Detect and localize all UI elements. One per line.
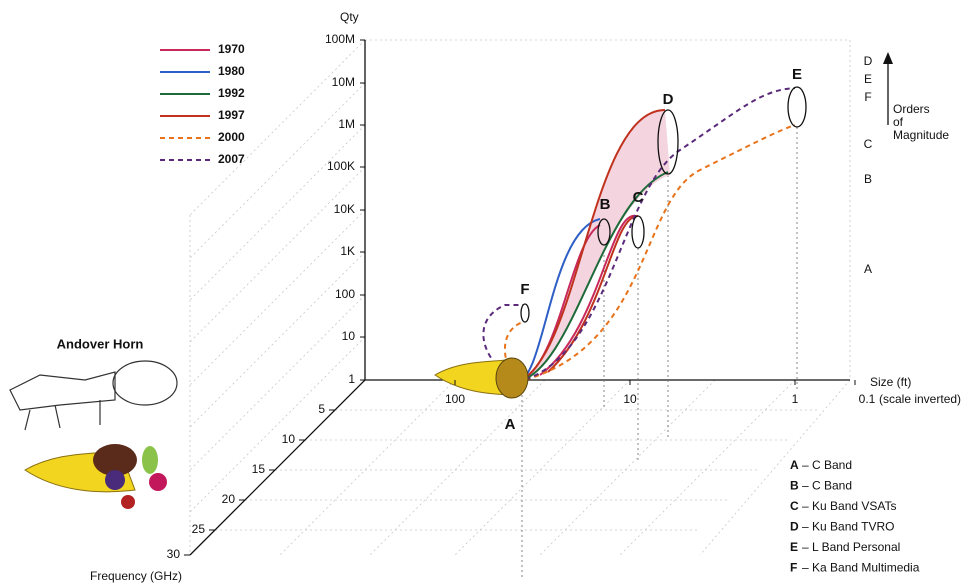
- z-tick-label: 15: [252, 462, 266, 476]
- x-axis-note: (scale inverted): [879, 392, 961, 406]
- key-text: – C Band: [802, 479, 852, 493]
- magnitude-caption: of: [893, 115, 904, 129]
- x-tick-label: 100: [445, 392, 465, 406]
- y-tick-label: 100: [335, 287, 355, 301]
- y-tick-label: 1K: [340, 244, 355, 258]
- z-tick-label: 25: [192, 522, 206, 536]
- z-tick-label: 30: [167, 547, 181, 561]
- y-tick-label: 1M: [338, 117, 355, 131]
- axes: [190, 40, 893, 555]
- trend-curve: [517, 172, 668, 382]
- point-label: B: [600, 196, 611, 213]
- x-tick-label: 0.1: [859, 392, 876, 406]
- z-tick-label: 5: [318, 402, 325, 416]
- legend-label: 1970: [218, 42, 245, 56]
- legend-label: 2000: [218, 130, 245, 144]
- x-tick-label: 1: [792, 392, 799, 406]
- y-tick-label: 10: [342, 329, 356, 343]
- key-text: – Ka Band Multimedia: [802, 561, 920, 575]
- point-label: E: [792, 66, 802, 83]
- magnitude-caption: Magnitude: [893, 128, 949, 142]
- key-letter: E: [790, 540, 798, 554]
- legend-label: 1997: [218, 108, 245, 122]
- magnitude-letter: F: [864, 90, 871, 104]
- key-letter: A: [790, 458, 799, 472]
- key-text: – L Band Personal: [802, 540, 900, 554]
- key-text: – Ku Band VSATs: [802, 499, 897, 513]
- x-axis-label: Size (ft): [870, 375, 911, 389]
- key-letter: D: [790, 520, 799, 534]
- point-label: C: [633, 189, 644, 206]
- magnitude-letter: D: [864, 54, 873, 68]
- key-letter: B: [790, 479, 799, 493]
- magnitude-letter: E: [864, 72, 872, 86]
- y-tick-label: 10K: [334, 202, 355, 216]
- figure-label: Andover Horn: [57, 336, 144, 351]
- key-letter: F: [790, 561, 797, 575]
- point-label: D: [663, 91, 674, 108]
- y-tick-label: 10M: [332, 75, 355, 89]
- fruit-cornucopia-icon: [25, 444, 167, 509]
- x-tick-label: 10: [623, 392, 637, 406]
- legend-label: 1992: [218, 86, 245, 100]
- y-tick-label: 100K: [327, 159, 355, 173]
- z-tick-label: 20: [222, 492, 236, 506]
- magnitude-letter: B: [864, 172, 872, 186]
- magnitude-letter: A: [864, 262, 872, 276]
- andover-horn-icon: [10, 361, 177, 430]
- point-label: F: [520, 281, 529, 298]
- magnitude-letter: C: [864, 137, 873, 151]
- z-tick-label: 10: [282, 432, 296, 446]
- legend-label: 2007: [218, 152, 245, 166]
- chart: Qty Size (ft) (scale inverted) Frequency…: [0, 0, 971, 586]
- key-text: – Ku Band TVRO: [802, 520, 895, 534]
- legend-label: 1980: [218, 64, 245, 78]
- key-text: – C Band: [802, 458, 852, 472]
- y-tick-label: 1: [348, 372, 355, 386]
- magnitude-caption: Orders: [893, 102, 930, 116]
- z-axis-label: Frequency (GHz): [90, 569, 182, 583]
- point-label: A: [505, 416, 516, 433]
- key-letter: C: [790, 499, 799, 513]
- y-tick-label: 100M: [325, 32, 355, 46]
- y-axis-label: Qty: [340, 10, 359, 24]
